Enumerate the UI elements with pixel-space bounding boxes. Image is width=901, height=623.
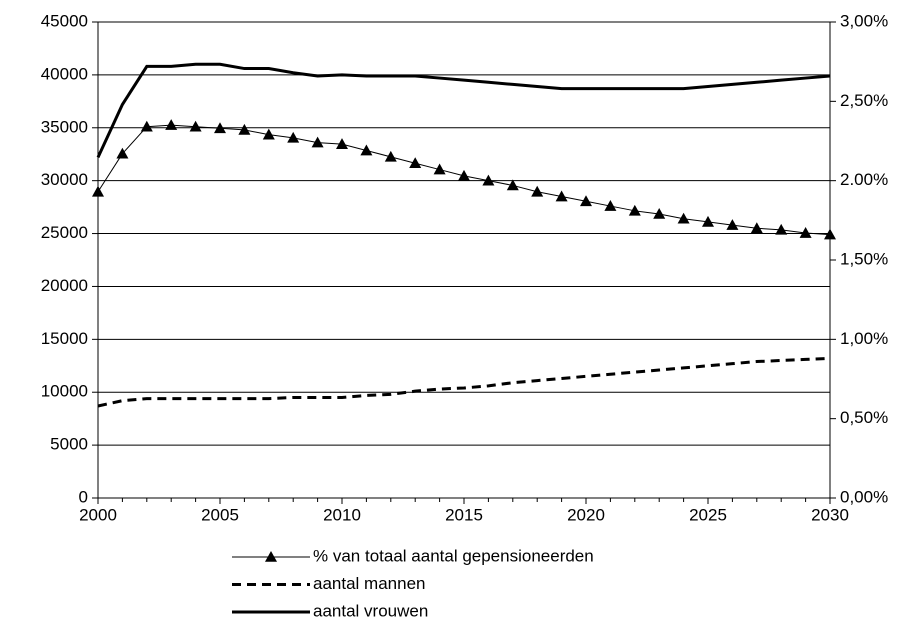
y-tick-label: 25000: [41, 223, 88, 242]
point-marker: [531, 185, 544, 197]
point-marker: [555, 190, 568, 202]
x-tick-label: 2020: [567, 505, 605, 524]
point-marker: [189, 120, 202, 132]
y-tick-label: 40000: [41, 64, 88, 83]
point-marker: [360, 144, 373, 156]
x-tick-label: 2010: [323, 505, 361, 524]
point-marker: [92, 185, 104, 197]
x-tick-label: 2015: [445, 505, 483, 524]
y-tick-label: 5000: [50, 435, 88, 454]
legend-label: aantal vrouwen: [313, 601, 428, 620]
point-marker: [750, 222, 763, 234]
point-marker: [580, 195, 592, 207]
point-marker: [336, 138, 348, 149]
point-marker: [482, 174, 495, 186]
y-tick-label: 30000: [41, 170, 88, 189]
y2-tick-label: 2,50%: [840, 91, 888, 110]
point-marker: [165, 119, 178, 130]
point-marker: [287, 131, 300, 143]
y-tick-label: 20000: [41, 276, 88, 295]
point-marker: [262, 128, 275, 140]
point-marker: [238, 123, 251, 135]
point-marker: [433, 163, 446, 175]
y-tick-label: 10000: [41, 382, 88, 401]
point-marker: [677, 212, 690, 224]
y2-tick-label: 2.00%: [840, 170, 888, 189]
point-marker: [653, 207, 666, 219]
point-marker: [311, 136, 324, 148]
point-marker: [604, 200, 617, 211]
y-tick-label: 35000: [41, 117, 88, 136]
legend-label: % van totaal aantal gepensioneerden: [313, 546, 594, 565]
y-tick-label: 15000: [41, 329, 88, 348]
point-marker: [702, 215, 714, 227]
point-marker: [116, 147, 129, 159]
y-tick-label: 0: [79, 487, 88, 506]
x-tick-label: 2000: [79, 505, 117, 524]
y-tick-label: 45000: [41, 11, 88, 30]
plot-frame: [97, 21, 831, 499]
point-marker: [628, 204, 641, 216]
point-marker: [458, 169, 470, 181]
legend-label: aantal mannen: [313, 574, 425, 593]
y2-tick-label: 3,00%: [840, 11, 888, 30]
point-marker: [506, 179, 519, 191]
x-tick-label: 2030: [811, 505, 849, 524]
point-marker: [726, 219, 739, 230]
point-marker: [140, 120, 153, 132]
point-marker: [824, 228, 836, 240]
point-marker: [214, 122, 226, 134]
legend-marker: [265, 551, 277, 562]
point-marker: [384, 150, 397, 162]
x-tick-label: 2005: [201, 505, 239, 524]
point-marker: [775, 223, 788, 235]
y2-tick-label: 1,50%: [840, 249, 888, 268]
x-tick-label: 2025: [689, 505, 727, 524]
y2-tick-label: 0,50%: [840, 408, 888, 427]
series-line: [96, 62, 831, 159]
point-marker: [409, 157, 422, 169]
y2-tick-label: 0,00%: [840, 487, 888, 506]
y2-tick-label: 1,00%: [840, 329, 888, 348]
point-marker: [799, 227, 812, 238]
series-line: [97, 356, 831, 408]
